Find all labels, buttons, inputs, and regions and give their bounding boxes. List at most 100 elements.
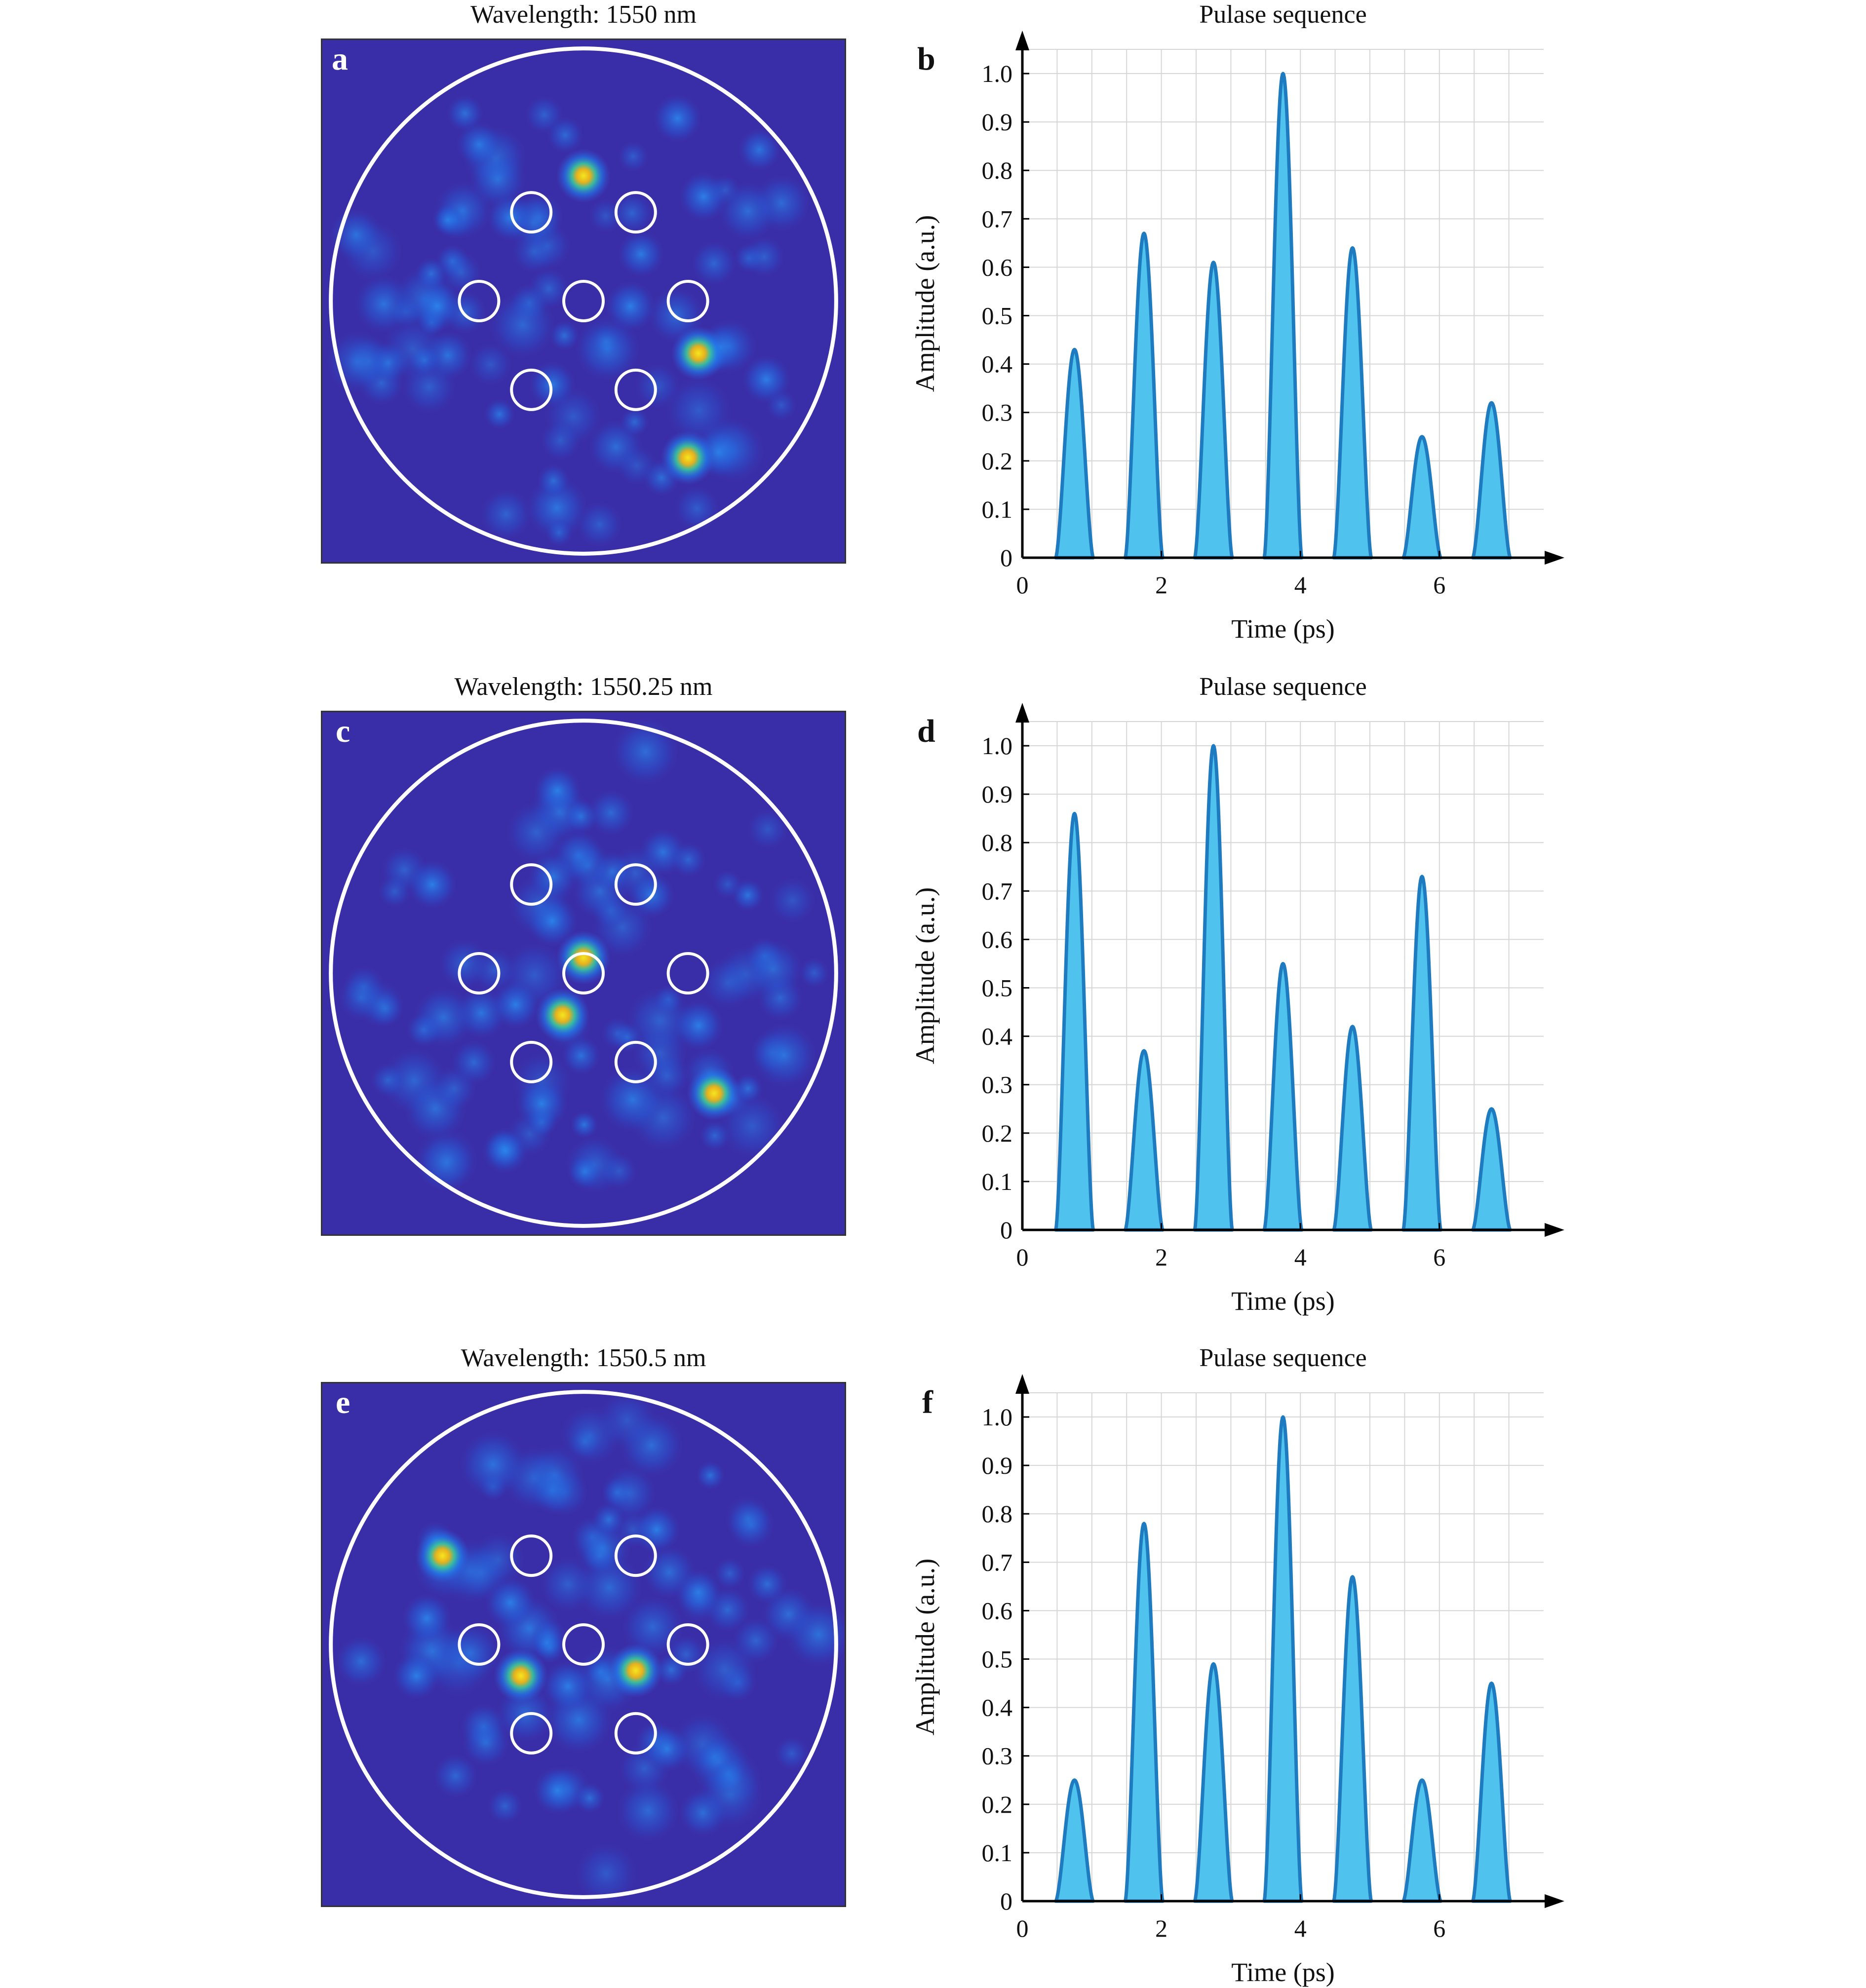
speckle-title-a: Wavelength: 1550 nm [470,0,697,29]
speckle-blob [590,326,622,357]
speckle-blob [743,236,785,277]
fiber-core-outline-0 [510,1534,553,1577]
y-axis-label: Amplitude (a.u.) [910,215,940,392]
panel-letter-a: a [332,41,348,77]
speckle-hotspot-0 [415,1529,470,1583]
speckle-hotspot-6 [679,172,729,222]
speckle-blob [489,292,556,358]
pulse-chart-f: 0 0.1 0.2 0.3 0.4 0.5 0.6 0.7 0.8 0.9 1.0 0 2 4 6 Time … [898,1373,1564,1988]
speckle-blob [528,851,578,902]
y-axis-arrow [1015,1374,1029,1394]
y-tick-label: 1.0 [982,60,1013,87]
y-tick-label: 0.1 [982,496,1013,523]
speckle-blob [611,192,653,234]
pulse-5 [1332,246,1373,560]
y-tick-label: 0.5 [982,1645,1013,1673]
speckle-blob [460,1431,527,1498]
speckle-hotspot-7 [491,980,540,1029]
y-tick-label: 0 [1000,1216,1012,1244]
fiber-core-outline-5 [510,368,553,411]
speckle-blob [599,1067,666,1133]
speckle-title-e: Wavelength: 1550.5 nm [461,1344,706,1372]
speckle-hotspot-7 [633,1506,681,1554]
speckle-hotspot-2 [661,430,715,485]
y-tick-label: 0.6 [982,1597,1013,1624]
speckle-blob [574,1782,605,1814]
speckle-blob [549,320,580,351]
y-tick-label: 0.7 [982,205,1013,232]
pulse-7 [1471,401,1512,560]
speckle-blob [537,464,570,497]
x-tick-label: 6 [1433,1914,1445,1942]
speckle-blob [338,975,384,1021]
speckle-blob [744,940,803,998]
fiber-core-outline-3 [562,1623,605,1666]
y-tick-label: 0.7 [982,877,1013,905]
x-tick-label: 4 [1294,1914,1307,1942]
speckle-hotspot-9 [392,1652,440,1700]
speckle-blob [540,420,581,461]
x-tick-label: 0 [1016,1243,1029,1271]
speckle-blob [526,477,588,539]
y-tick-label: 0.8 [982,829,1013,856]
speckle-blob [714,1558,746,1590]
x-tick-label: 2 [1155,1243,1167,1271]
speckle-hotspot-4 [515,1077,568,1130]
speckle-blob [700,1120,731,1151]
y-tick-label: 0.5 [982,302,1013,330]
speckle-hotspot-8 [675,1569,722,1616]
speckle-image-e [321,1382,846,1907]
fiber-core-outline-2 [458,280,501,322]
speckle-blob [335,1636,387,1687]
x-tick-label: 0 [1016,1914,1029,1942]
fiber-core-outline-6 [614,368,657,411]
fiber-core-outline-4 [666,1623,709,1666]
speckle-blob [576,501,623,548]
y-axis-arrow [1015,31,1029,50]
speckle-hotspot-1 [687,1066,741,1121]
speckle-blob [546,116,583,153]
speckle-blob [540,1556,596,1612]
speckle-hotspot-5 [653,94,702,143]
fiber-cladding-outline [329,1390,838,1899]
speckle-hotspot-5 [673,1000,724,1051]
panel-letter-b: b [917,41,935,77]
fiber-core-outline-5 [510,1040,553,1083]
y-tick-label: 0.7 [982,1548,1013,1576]
pulse-3 [1193,261,1234,560]
fiber-core-outline-4 [666,952,709,994]
speckle-blob [670,841,706,878]
y-tick-label: 0.1 [982,1168,1013,1195]
speckle-blob [381,317,445,381]
speckle-blob [693,1638,757,1702]
speckle-hotspot-6 [407,860,457,910]
speckle-hotspot-3 [542,1660,594,1712]
panel-letter-f: f [922,1384,933,1420]
y-tick-label: 0.8 [982,156,1013,184]
y-tick-label: 0.9 [982,1452,1013,1479]
x-axis-label: Time (ps) [1231,1957,1335,1987]
speckle-blob [545,518,573,547]
panel-letter-e: e [336,1384,350,1420]
pulse-7 [1471,1682,1512,1903]
speckle-blob [799,957,829,988]
x-tick-label: 2 [1155,1914,1167,1942]
y-tick-label: 0 [1000,1887,1012,1915]
x-tick-label: 6 [1433,1243,1445,1271]
x-axis-arrow [1545,551,1564,565]
fiber-core-outline-1 [614,191,657,234]
pulse-5 [1332,1025,1373,1232]
fiber-core-outline-6 [614,1712,657,1755]
pulse-chart-d: 0 0.1 0.2 0.3 0.4 0.5 0.6 0.7 0.8 0.9 1.0 0 2 4 6 Time … [898,702,1564,1324]
pulse-4 [1262,961,1304,1232]
speckle-hotspot-5 [402,1594,452,1644]
y-axis-label: Amplitude (a.u.) [910,887,940,1064]
speckle-blob [747,808,788,850]
speckle-hotspot-0 [535,988,590,1042]
speckle-blob [769,877,816,924]
pulse-chart-b: 0 0.1 0.2 0.3 0.4 0.5 0.6 0.7 0.8 0.9 1.0 0 2 4 6 Time … [898,30,1564,651]
y-tick-label: 0.9 [982,108,1013,136]
speckle-blob [525,1445,585,1504]
y-tick-label: 0.4 [982,350,1013,378]
speckle-blob [484,398,515,430]
